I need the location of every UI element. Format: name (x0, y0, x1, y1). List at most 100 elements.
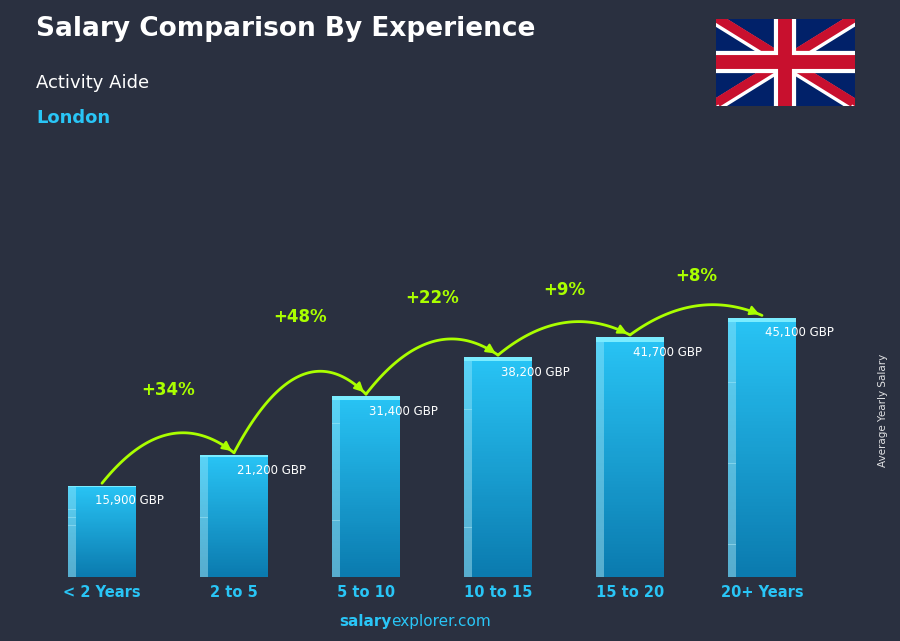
Bar (728, 473, 796, 476)
Bar (728, 561, 736, 564)
Bar (464, 506, 472, 508)
Bar (728, 457, 736, 460)
Bar (728, 460, 796, 463)
Bar (332, 556, 340, 559)
Bar (728, 318, 796, 321)
Bar (200, 464, 268, 466)
Bar (332, 476, 340, 478)
Bar (464, 388, 532, 390)
Text: 38,200 GBP: 38,200 GBP (500, 366, 570, 379)
Bar (728, 519, 736, 522)
Bar (728, 515, 736, 519)
Bar (200, 484, 208, 485)
Bar (596, 340, 604, 343)
Bar (596, 394, 664, 397)
Bar (464, 508, 532, 511)
Bar (464, 528, 532, 530)
Bar (464, 385, 472, 388)
Bar (200, 556, 208, 557)
Bar (728, 328, 736, 331)
Bar (464, 401, 532, 404)
Bar (68, 570, 136, 571)
Bar (332, 507, 400, 509)
Bar (464, 470, 472, 472)
Bar (596, 526, 604, 529)
Bar (464, 415, 532, 418)
Bar (596, 340, 664, 343)
Bar (200, 475, 268, 476)
Bar (332, 489, 340, 491)
Bar (332, 538, 340, 541)
Bar (596, 442, 664, 445)
Bar (200, 548, 268, 549)
Bar (464, 522, 472, 525)
Bar (596, 418, 604, 421)
Bar (728, 421, 796, 424)
Bar (68, 561, 76, 562)
Bar (68, 532, 136, 533)
Bar (332, 482, 400, 485)
Bar (68, 489, 136, 490)
Bar (68, 512, 136, 513)
Bar (332, 523, 400, 525)
Bar (464, 519, 472, 522)
Bar (332, 442, 400, 444)
Text: Activity Aide: Activity Aide (36, 74, 149, 92)
Text: +48%: +48% (274, 308, 327, 326)
Bar (728, 421, 736, 424)
Bar (464, 415, 472, 418)
Bar (464, 431, 472, 434)
Bar (464, 525, 472, 528)
Bar (332, 428, 340, 430)
Bar (332, 512, 400, 513)
Bar (596, 478, 604, 481)
Bar (200, 470, 208, 472)
Bar (728, 558, 736, 561)
Bar (68, 576, 136, 577)
Bar (68, 529, 136, 530)
Bar (68, 498, 76, 499)
Bar (200, 508, 268, 510)
Bar (68, 563, 76, 564)
Bar (200, 478, 208, 479)
Bar (68, 527, 136, 528)
Bar (332, 448, 340, 451)
Bar (68, 521, 136, 522)
Bar (332, 561, 400, 563)
Bar (728, 551, 736, 554)
Bar (464, 538, 472, 541)
Bar (596, 460, 604, 463)
Bar (728, 493, 796, 496)
Bar (332, 451, 340, 453)
Bar (332, 525, 340, 528)
Bar (464, 467, 532, 470)
Bar (68, 529, 76, 530)
Bar (596, 403, 604, 406)
Bar (596, 415, 604, 418)
Bar (332, 541, 400, 543)
Bar (728, 373, 796, 376)
Bar (728, 503, 736, 506)
Bar (728, 463, 736, 467)
Bar (68, 540, 136, 542)
Bar (200, 536, 268, 537)
Bar (464, 476, 532, 478)
Bar (596, 544, 664, 547)
Bar (596, 520, 604, 523)
Bar (332, 403, 340, 406)
Bar (464, 371, 472, 374)
Bar (332, 559, 340, 561)
Bar (596, 415, 664, 418)
Bar (68, 571, 136, 572)
Bar (464, 481, 472, 483)
Bar (728, 360, 796, 363)
Bar (68, 543, 136, 544)
Bar (68, 558, 136, 560)
Bar (68, 542, 76, 543)
Bar (728, 499, 796, 503)
Bar (68, 538, 76, 539)
Bar (596, 451, 604, 454)
Bar (200, 545, 208, 546)
Bar (728, 360, 736, 363)
Bar (332, 520, 400, 523)
